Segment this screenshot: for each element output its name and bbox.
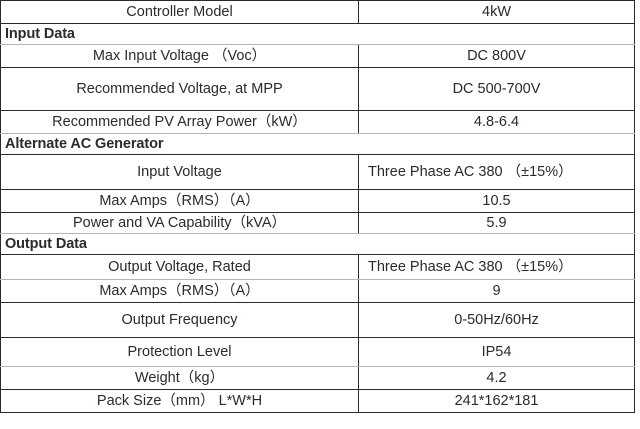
spec-parameter-label: Recommended PV Array Power（kW） xyxy=(0,110,359,134)
spec-row: Max Amps（RMS）（A） 10.5 xyxy=(0,189,635,213)
spec-parameter-value: DC 500-700V xyxy=(358,67,635,111)
section-header-row: Alternate AC Generator xyxy=(0,133,635,155)
spec-parameter-label: Protection Level xyxy=(0,337,359,367)
spec-parameter-label: Max Input Voltage （Voc） xyxy=(0,44,359,68)
spec-row: Recommended PV Array Power（kW） 4.8-6.4 xyxy=(0,110,635,134)
section-header-row: Output Data xyxy=(0,233,635,255)
spec-parameter-value: 5.9 xyxy=(358,212,635,234)
spec-parameter-label: Input Voltage xyxy=(0,154,359,190)
section-header-label: Alternate AC Generator xyxy=(0,133,635,155)
spec-parameter-value: 0-50Hz/60Hz xyxy=(358,302,635,338)
spec-parameter-value: 10.5 xyxy=(358,189,635,213)
spec-row: Input Voltage Three Phase AC 380 （±15%） xyxy=(0,154,635,190)
spec-parameter-label: Output Voltage, Rated xyxy=(0,254,359,280)
spec-row: Protection Level IP54 xyxy=(0,337,635,367)
spec-parameter-value: Three Phase AC 380 （±15%） xyxy=(358,154,635,190)
spec-row: Output Voltage, Rated Three Phase AC 380 … xyxy=(0,254,635,280)
spec-parameter-value: 9 xyxy=(358,279,635,303)
spec-parameter-label: Max Amps（RMS）（A） xyxy=(0,279,359,303)
spec-parameter-label: Weight（kg） xyxy=(0,366,359,390)
spec-parameter-label: Power and VA Capability（kVA） xyxy=(0,212,359,234)
spec-parameter-value: 4.8-6.4 xyxy=(358,110,635,134)
section-header-label: Input Data xyxy=(0,23,635,45)
spec-parameter-value: 4kW xyxy=(358,0,635,24)
section-header-row: Input Data xyxy=(0,23,635,45)
spec-parameter-label: Controller Model xyxy=(0,0,359,24)
spec-row: Weight（kg） 4.2 xyxy=(0,366,635,390)
spec-parameter-label: Output Frequency xyxy=(0,302,359,338)
spec-row: Output Frequency 0-50Hz/60Hz xyxy=(0,302,635,338)
specification-table-body: Controller Model 4kW Input Data Max Input V… xyxy=(0,0,635,413)
spec-row: Controller Model 4kW xyxy=(0,0,635,24)
spec-row: Max Amps（RMS）（A） 9 xyxy=(0,279,635,303)
spec-parameter-value: 241*162*181 xyxy=(358,389,635,413)
section-header-label: Output Data xyxy=(0,233,635,255)
spec-parameter-value: IP54 xyxy=(358,337,635,367)
specification-table: Controller Model 4kW Input Data Max Input V… xyxy=(0,0,635,413)
spec-parameter-value: 4.2 xyxy=(358,366,635,390)
spec-row: Power and VA Capability（kVA） 5.9 xyxy=(0,212,635,234)
spec-parameter-label: Recommended Voltage, at MPP xyxy=(0,67,359,111)
spec-parameter-label: Max Amps（RMS）（A） xyxy=(0,189,359,213)
spec-parameter-label: Pack Size（mm） L*W*H xyxy=(0,389,359,413)
spec-row: Max Input Voltage （Voc） DC 800V xyxy=(0,44,635,68)
spec-row: Recommended Voltage, at MPP DC 500-700V xyxy=(0,67,635,111)
spec-parameter-value: DC 800V xyxy=(358,44,635,68)
spec-parameter-value: Three Phase AC 380 （±15%） xyxy=(358,254,635,280)
spec-row: Pack Size（mm） L*W*H 241*162*181 xyxy=(0,389,635,413)
